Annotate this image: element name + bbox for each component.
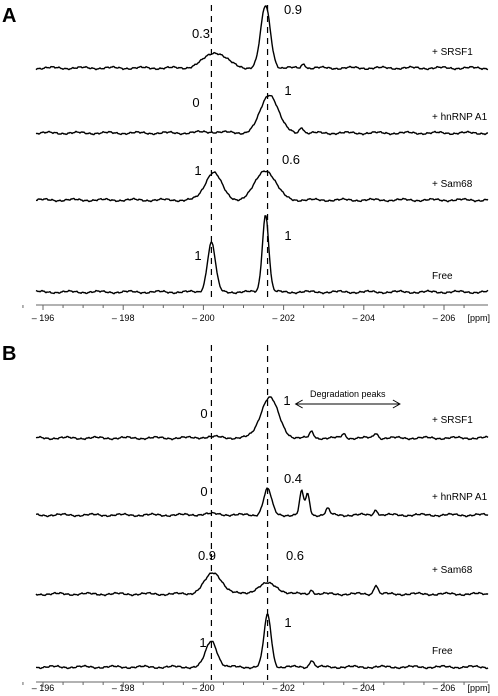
- peak-label: 0.9: [284, 2, 302, 17]
- peak-label: 1: [194, 248, 201, 263]
- peak-label: 1: [199, 635, 206, 650]
- peak-label: 0: [200, 484, 207, 499]
- tick-label: – 202: [272, 313, 295, 323]
- spectrum-0: 0 1 + SRSF1: [35, 393, 489, 441]
- series-name: + SRSF1: [432, 415, 473, 426]
- tick-label: – 200: [192, 683, 215, 693]
- x-unit-label: [ppm]: [467, 683, 490, 693]
- peak-label: 1: [283, 393, 290, 408]
- spectrum-line: [35, 94, 489, 136]
- spectrum-3: 1 1 Free: [35, 215, 489, 295]
- tick-label: – 204: [353, 313, 376, 323]
- panel-b-letter: B: [2, 343, 16, 365]
- arrowhead-left: [294, 399, 303, 409]
- peak-label: 0: [192, 95, 199, 110]
- tick-label: – 204: [353, 683, 376, 693]
- peak-label: 0.6: [286, 548, 304, 563]
- spectrum-line: [36, 613, 489, 670]
- series-name: + Sam68: [432, 565, 473, 576]
- panel-b-annotation: Degradation peaks: [294, 389, 401, 409]
- spectrum-2: 0.9 0.6 + Sam68: [35, 548, 489, 597]
- tick-label: – 196: [32, 313, 55, 323]
- panel-a-traces: 0.3 0.9 + SRSF1 0 1 + hnRNP A1 1 0.6 + Sam68 1 1 Fr…: [35, 2, 489, 295]
- spectrum-line: [35, 170, 489, 203]
- peak-label: 1: [284, 83, 291, 98]
- spectrum-line: [36, 487, 489, 518]
- tick-label: – 198: [112, 683, 135, 693]
- peak-label: 1: [194, 163, 201, 178]
- peak-label: 0.9: [198, 548, 216, 563]
- spectrum-1: 0 1 + hnRNP A1: [35, 83, 489, 136]
- tick-label: – 198: [112, 313, 135, 323]
- annotation-label: Degradation peaks: [310, 389, 386, 399]
- peak-label: 1: [284, 615, 291, 630]
- peak-label: 0.4: [284, 471, 302, 486]
- panel-b: B Degradation peaks 0 1 + SRSF1 0 0.4 + hnRNP…: [2, 343, 490, 693]
- series-name: + Sam68: [432, 179, 473, 190]
- peak-label: 1: [284, 228, 291, 243]
- tick-label: – 196: [32, 683, 55, 693]
- panel-a-letter: A: [2, 5, 16, 27]
- peak-label: 0.6: [282, 152, 300, 167]
- x-unit-label: [ppm]: [467, 313, 490, 323]
- tick-label: – 200: [192, 313, 215, 323]
- peak-label: 0.3: [192, 26, 210, 41]
- spectrum-line: [35, 5, 489, 71]
- spectrum-3: 1 1 Free: [36, 613, 489, 670]
- tick-label: – 206: [433, 313, 456, 323]
- panel-a-x-axis: – 196 – 198 – 200 – 202 – 204 – 206 [ppm]: [22, 304, 490, 323]
- peak-label: 0: [200, 406, 207, 421]
- spectrum-line: [35, 215, 489, 295]
- spectrum-line: [35, 396, 489, 441]
- series-name: Free: [432, 271, 453, 282]
- spectrum-1: 0 0.4 + hnRNP A1: [36, 471, 489, 518]
- panel-b-traces: 0 1 + SRSF1 0 0.4 + hnRNP A1 0.9 0.6 + Sam68 1 1 Fr…: [35, 393, 489, 670]
- arrowhead-right: [392, 399, 401, 409]
- series-name: + hnRNP A1: [432, 112, 488, 123]
- series-name: Free: [432, 646, 453, 657]
- spectrum-0: 0.3 0.9 + SRSF1: [35, 2, 489, 71]
- tick-label: – 202: [272, 683, 295, 693]
- series-name: + hnRNP A1: [432, 492, 488, 503]
- panel-a-reference-lines: [210, 5, 269, 302]
- series-name: + SRSF1: [432, 47, 473, 58]
- tick-label: – 206: [433, 683, 456, 693]
- spectrum-2: 1 0.6 + Sam68: [35, 152, 489, 203]
- spectrum-line: [35, 572, 489, 597]
- panel-b-x-axis: – 196 – 198 – 200 – 202 – 204 – 206 [ppm]: [22, 681, 490, 693]
